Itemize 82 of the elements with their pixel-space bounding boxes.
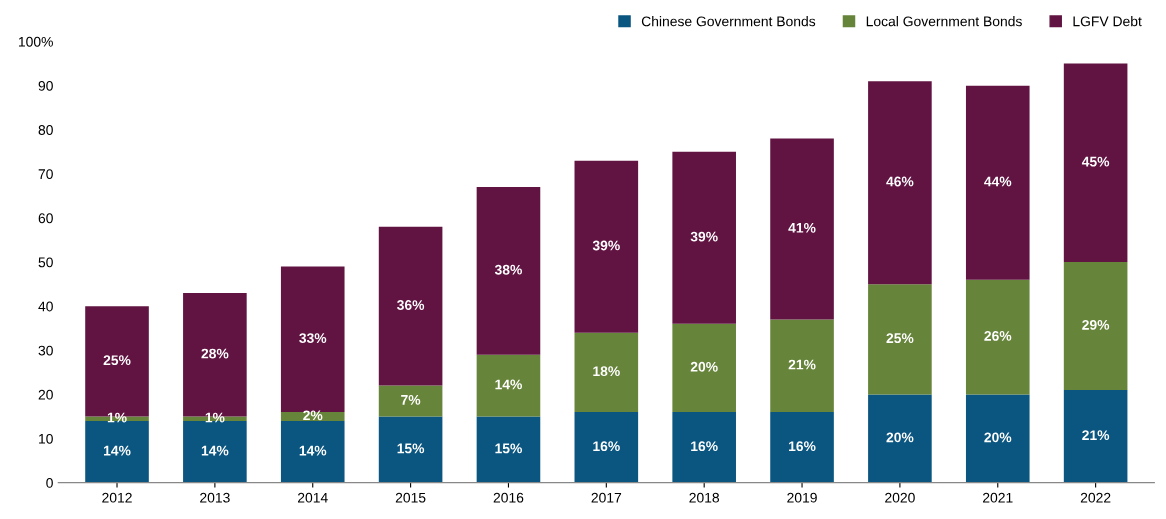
bar <box>476 416 541 483</box>
bar <box>1063 390 1128 483</box>
legend-label: LGFV Debt <box>1073 16 1142 27</box>
data-label: 25% <box>886 333 914 344</box>
data-label: 20% <box>984 432 1012 443</box>
bar <box>378 416 443 483</box>
y-tick-label: 40 <box>38 301 53 312</box>
data-label: 20% <box>690 361 718 372</box>
y-tick-label: 70 <box>38 169 53 180</box>
data-label: 26% <box>984 330 1012 341</box>
y-tick-label: 80 <box>38 125 53 135</box>
bar <box>770 412 834 483</box>
bar <box>868 394 932 483</box>
data-label: 41% <box>788 222 816 233</box>
y-tick-label: 20 <box>38 389 53 400</box>
data-label: 2% <box>303 410 323 421</box>
x-tick-label: 2021 <box>983 492 1013 503</box>
bar <box>476 187 541 355</box>
y-tick-label: 30 <box>38 345 53 356</box>
y-tick-label: 90 <box>38 80 53 91</box>
data-label: 16% <box>593 441 620 452</box>
x-tick-label: 2018 <box>689 492 720 503</box>
data-label: 36% <box>397 300 425 310</box>
data-label: 44% <box>984 176 1012 187</box>
data-label: 46% <box>886 176 914 187</box>
data-label: 18% <box>593 366 620 377</box>
data-label: 39% <box>690 231 718 242</box>
data-label: 21% <box>788 359 816 370</box>
data-label: 25% <box>103 355 131 366</box>
data-label: 16% <box>691 441 718 452</box>
bar <box>476 354 541 417</box>
bar <box>378 385 443 417</box>
bar <box>770 319 834 413</box>
data-label: 33% <box>299 333 327 344</box>
bar <box>965 394 1030 483</box>
legend-label: Local Government Bonds <box>866 16 1022 27</box>
bar <box>574 412 639 483</box>
data-label: 29% <box>1082 319 1110 330</box>
x-tick-label: 2019 <box>787 492 817 503</box>
bar <box>965 279 1030 395</box>
bar <box>672 323 736 413</box>
data-label: 16% <box>789 441 816 452</box>
bar <box>280 412 345 421</box>
bar <box>868 81 932 285</box>
bar <box>574 332 639 413</box>
x-tick-label: 2020 <box>885 492 915 503</box>
y-tick-label: 100% <box>18 36 53 47</box>
bar <box>1063 63 1128 263</box>
data-label: 21% <box>1082 430 1110 441</box>
x-tick-label: 2014 <box>297 492 328 503</box>
y-tick-label: 50 <box>38 257 53 268</box>
x-tick-label: 2015 <box>395 492 426 503</box>
data-label: 7% <box>401 394 421 405</box>
data-label: 28% <box>201 348 229 359</box>
bar <box>1063 262 1128 391</box>
bar <box>378 226 443 386</box>
data-label: 20% <box>886 432 914 443</box>
data-label: 14% <box>201 445 229 456</box>
bar <box>672 412 736 483</box>
y-tick-label: 10 <box>39 433 53 444</box>
data-label: 15% <box>495 443 522 454</box>
data-label: 14% <box>299 445 327 456</box>
x-tick-label: 2017 <box>591 492 622 503</box>
bar <box>574 160 639 333</box>
y-tick-label: 0 <box>46 478 53 488</box>
data-label: 14% <box>495 379 522 390</box>
legend-label: Chinese Government Bonds <box>641 16 816 27</box>
x-tick-label: 2022 <box>1080 492 1111 503</box>
bar <box>770 138 834 320</box>
bar <box>868 284 932 395</box>
x-tick-label: 2012 <box>102 492 132 503</box>
data-label: 15% <box>397 443 425 454</box>
x-tick-label: 2013 <box>200 492 230 503</box>
x-tick-label: 2016 <box>493 492 524 503</box>
bar <box>965 85 1030 280</box>
y-tick-label: 60 <box>38 213 53 224</box>
bar <box>280 420 345 483</box>
data-label: 38% <box>494 264 522 275</box>
data-label: 14% <box>103 445 131 456</box>
bar <box>672 151 736 324</box>
data-label: 39% <box>592 240 620 251</box>
data-label: 45% <box>1081 156 1110 167</box>
